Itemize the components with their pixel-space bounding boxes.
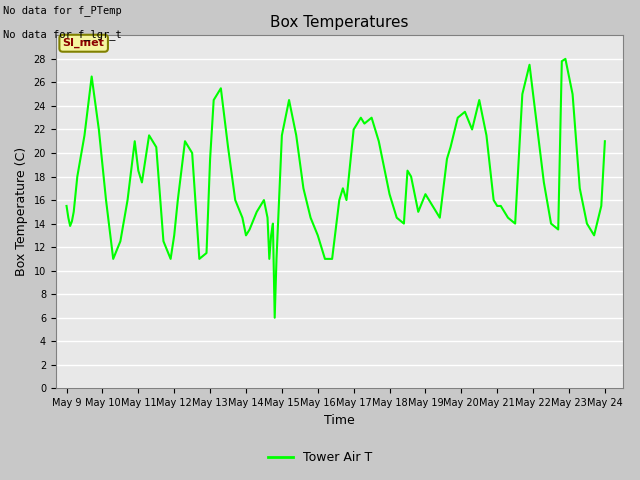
Title: Box Temperatures: Box Temperatures: [270, 15, 408, 30]
Y-axis label: Box Temperature (C): Box Temperature (C): [15, 147, 28, 276]
Text: No data for f_PTemp: No data for f_PTemp: [3, 5, 122, 16]
Text: SI_met: SI_met: [63, 38, 104, 48]
X-axis label: Time: Time: [324, 414, 355, 427]
Legend: Tower Air T: Tower Air T: [263, 446, 377, 469]
Text: No data for f_lgr_t: No data for f_lgr_t: [3, 29, 122, 40]
